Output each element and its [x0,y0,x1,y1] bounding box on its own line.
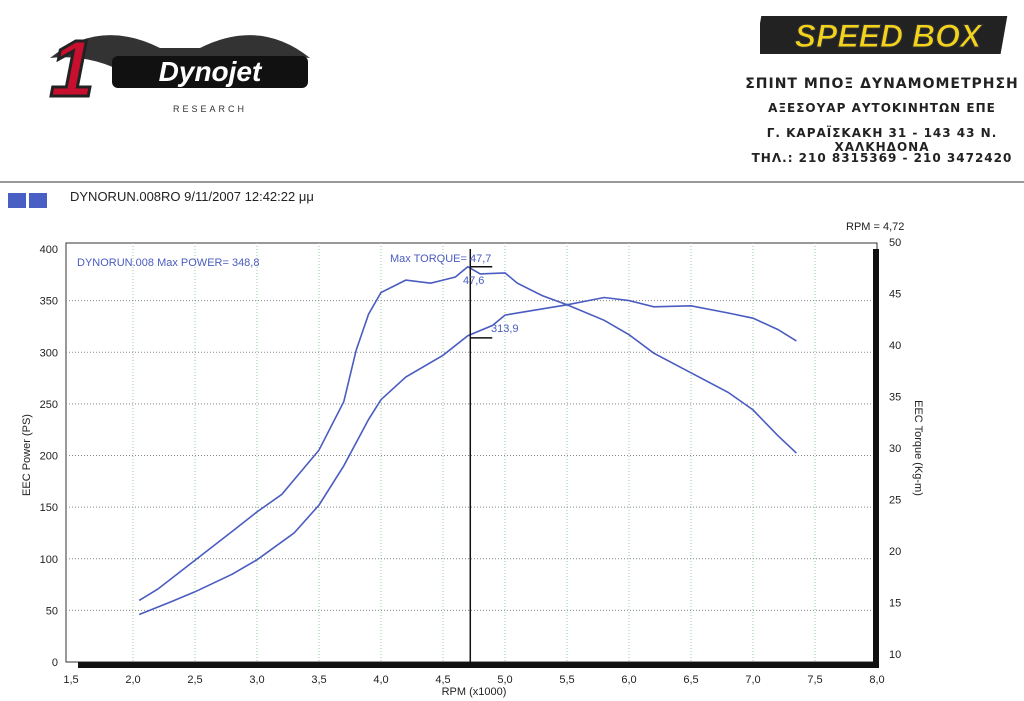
x-tick-label: 6,5 [683,674,698,686]
y2-tick-label: 45 [889,289,901,301]
x-tick-label: 5,0 [497,674,512,686]
run-color-swatch [29,193,47,208]
run-header: DYNORUN.008RO 9/11/2007 12:42:22 μμ [70,189,314,204]
x-tick-label: 5,5 [559,674,574,686]
cursor-rpm-readout: RPM = 4,72 [846,221,904,233]
plot-frame [65,242,878,663]
x-tick-label: 2,5 [187,674,202,686]
logo-sub: RESEARCH [173,104,247,114]
speedbox-logo: SPEED BOX [760,16,1008,55]
x-tick-label: 7,0 [745,674,760,686]
x-tick-label: 7,5 [807,674,822,686]
y2-axis-bar [873,249,879,668]
logo-number: 1 [50,24,95,113]
y-tick-label: 50 [46,605,58,617]
x-tick-label: 2,0 [125,674,140,686]
logo-main: Dynojet [159,56,263,87]
y2-axis-label: EEC Torque (Kg-m) [912,400,924,496]
torque-annotation: Max TORQUE= 47,7 [390,253,491,265]
divider [0,181,1024,183]
x-tick-label: 3,5 [311,674,326,686]
company-line2: ΑΞΕΣΟΥΑΡ ΑΥΤΟΚΙΝΗΤΩΝ ΕΠΕ [768,101,996,115]
y-tick-label: 0 [52,657,58,669]
company-name: ΣΠΙΝΤ ΜΠΟΞ ΔΥΝΑΜΟΜΕΤΡΗΣΗ [745,76,1019,92]
y-tick-label: 300 [40,347,58,359]
power-curve [138,296,797,616]
y2-tick-label: 40 [889,340,901,352]
x-axis-bar [78,662,877,668]
x-axis-label: RPM (x1000) [442,686,507,698]
cursor-power-value: 313,9 [491,323,519,335]
dynojet-logo: 1 Dynojet RESEARCH [48,23,310,115]
y-tick-label: 150 [40,502,58,514]
y2-tick-label: 25 [889,495,901,507]
torque-curve [138,265,797,602]
x-tick-label: 8,0 [869,674,884,686]
y-tick-label: 100 [40,554,58,566]
y2-tick-label: 35 [889,392,901,404]
company-address: Γ. ΚΑΡΑΪΣΚΑΚΗ 31 - 143 43 Ν. ΧΑΛΚΗΔΟΝΑ [766,126,998,154]
y2-tick-label: 20 [889,546,901,558]
x-tick-label: 6,0 [621,674,636,686]
y-tick-label: 250 [40,399,58,411]
y-tick-label: 350 [40,296,58,308]
y-axis-label: EEC Power (PS) [21,414,33,496]
cursor-torque-value: 47,6 [463,275,484,287]
svg-text:SPEED BOX: SPEED BOX [795,18,983,54]
x-tick-label: 4,0 [373,674,388,686]
x-tick-label: 3,0 [249,674,264,686]
power-annotation: DYNORUN.008 Max POWER= 348,8 [77,257,259,269]
company-phone: ΤΗΛ.: 210 8315369 - 210 3472420 [751,151,1013,165]
y-tick-label: 200 [40,451,58,463]
y2-tick-label: 10 [889,649,901,661]
x-tick-label: 1,5 [63,674,78,686]
y2-tick-label: 15 [889,598,901,610]
y2-tick-label: 30 [889,443,901,455]
run-color-swatch [8,193,26,208]
y-tick-label: 400 [40,244,58,256]
x-tick-label: 4,5 [435,674,450,686]
y2-tick-label: 50 [889,237,901,249]
